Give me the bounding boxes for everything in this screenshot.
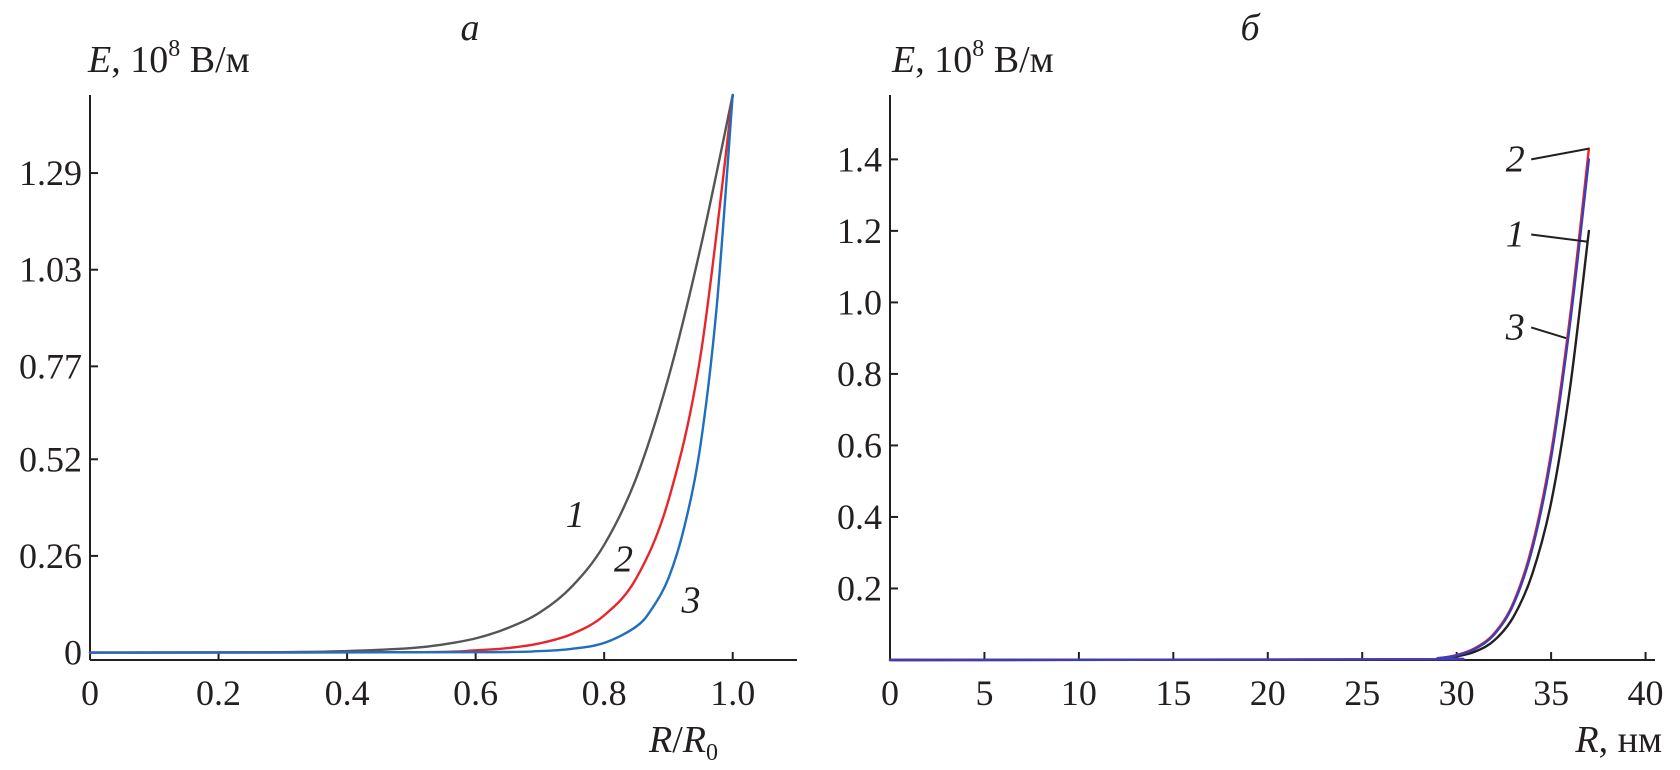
panel-b-ylabel-sep: , 10 bbox=[915, 39, 972, 81]
panel-b-series-2-line bbox=[888, 147, 1591, 662]
panel-a-y-tick-label: 0.26 bbox=[19, 536, 82, 576]
panel-b-leader-line-2 bbox=[1531, 147, 1590, 161]
panel-b-xlabel-unit: , нм bbox=[1599, 719, 1662, 761]
panel-a-curve-label-3: 3 bbox=[680, 580, 700, 622]
panel-b-x-tick-label: 10 bbox=[1061, 673, 1097, 713]
panel-a-xlabel-b: R bbox=[682, 719, 706, 761]
panel-a-ylabel-sep: , 10 bbox=[111, 39, 168, 81]
panel-a-x-axis-title: R/R0 bbox=[648, 719, 718, 766]
panel-a-ylabel-var: E bbox=[87, 39, 111, 81]
panel-b-y-axis-title: E, 108 В/м bbox=[891, 36, 1054, 81]
panel-a-xlabel-slash: / bbox=[672, 719, 683, 761]
panel-b-x-tick-label: 30 bbox=[1439, 673, 1475, 713]
panel-b-curve-label-2: 2 bbox=[1506, 138, 1525, 180]
panel-a-chart: а E, 108 В/м R/R0 0 0.2 0.4 0.6 0.8 1.000.260… bbox=[19, 7, 797, 766]
panel-b-ylabel-var: E bbox=[891, 39, 915, 81]
panel-b-x-tick-label: 25 bbox=[1344, 673, 1380, 713]
panel-b-xlabel-a: R bbox=[1574, 719, 1598, 761]
panel-a-y-axis-title: E, 108 В/м bbox=[87, 36, 250, 81]
panel-b-leader-line-1 bbox=[1531, 233, 1588, 243]
panel-b-series-3-line bbox=[888, 158, 1591, 662]
panel-a-series-3-line bbox=[88, 93, 734, 654]
panel-a-ylabel-exp: 8 bbox=[168, 36, 180, 62]
panel-b-ylabel-exp: 8 bbox=[972, 36, 984, 62]
panel-a-curve-label-1: 1 bbox=[566, 494, 585, 536]
panel-b-leader-line-3 bbox=[1530, 326, 1567, 340]
panel-b-curve-label-3: 3 bbox=[1505, 306, 1525, 348]
panel-b-x-tick-label: 20 bbox=[1250, 673, 1286, 713]
panel-b-x-tick-label: 0 bbox=[881, 673, 899, 713]
panel-a-y-tick-label: 1.03 bbox=[19, 250, 82, 290]
panel-b-y-tick-label: 0.6 bbox=[837, 425, 882, 465]
panel-a-x-tick-label: 0.8 bbox=[582, 673, 627, 713]
panel-b-y-tick-label: 1.4 bbox=[837, 139, 882, 179]
panel-b-x-tick-label: 15 bbox=[1155, 673, 1191, 713]
panel-a-x-tick-label: 0.6 bbox=[453, 673, 498, 713]
panel-a-x-tick-label: 1.0 bbox=[710, 673, 755, 713]
panel-a-x-tick-label: 0 bbox=[81, 673, 99, 713]
panel-a-y-tick-label: 0.77 bbox=[19, 346, 82, 386]
panel-b-ylabel-unit: В/м bbox=[984, 39, 1053, 81]
panel-b-title: б bbox=[1240, 7, 1261, 49]
panel-a-y-tick-label: 0 bbox=[64, 633, 82, 673]
panel-b-y-tick-label: 1.2 bbox=[837, 211, 882, 251]
panel-a-title: а bbox=[461, 7, 480, 49]
panel-b-series-1-line bbox=[888, 229, 1591, 662]
panel-b-x-axis-title: R, нм bbox=[1574, 719, 1662, 761]
panel-a-curve-label-2: 2 bbox=[614, 539, 633, 581]
panel-b-curve-label-1: 1 bbox=[1506, 213, 1525, 255]
panel-a-x-tick-label: 0.2 bbox=[196, 673, 241, 713]
panel-a-ylabel-unit: В/м bbox=[180, 39, 249, 81]
panel-b-y-tick-label: 0.2 bbox=[837, 568, 882, 608]
panel-a-xlabel-sub: 0 bbox=[706, 740, 718, 766]
panel-a-x-tick-label: 0.4 bbox=[325, 673, 370, 713]
panel-b-y-tick-label: 0.8 bbox=[837, 354, 882, 394]
panel-b-chart: б E, 108 В/м R, нм 0 5 10 15 20 25 30 35 40 0.2 0.… bbox=[837, 7, 1664, 761]
panel-b-x-tick-label: 35 bbox=[1533, 673, 1569, 713]
panel-a-y-tick-label: 1.29 bbox=[19, 153, 82, 193]
panel-a-xlabel-a: R bbox=[648, 719, 672, 761]
panel-b-y-tick-label: 0.4 bbox=[837, 497, 882, 537]
panel-b-x-tick-label: 40 bbox=[1628, 673, 1664, 713]
panel-a-series-2-line bbox=[88, 93, 734, 654]
panel-a-y-tick-label: 0.52 bbox=[19, 439, 82, 479]
panel-a-series-1-line bbox=[88, 93, 734, 654]
panel-b-x-tick-label: 5 bbox=[975, 673, 993, 713]
panel-b-y-tick-label: 1.0 bbox=[837, 282, 882, 322]
